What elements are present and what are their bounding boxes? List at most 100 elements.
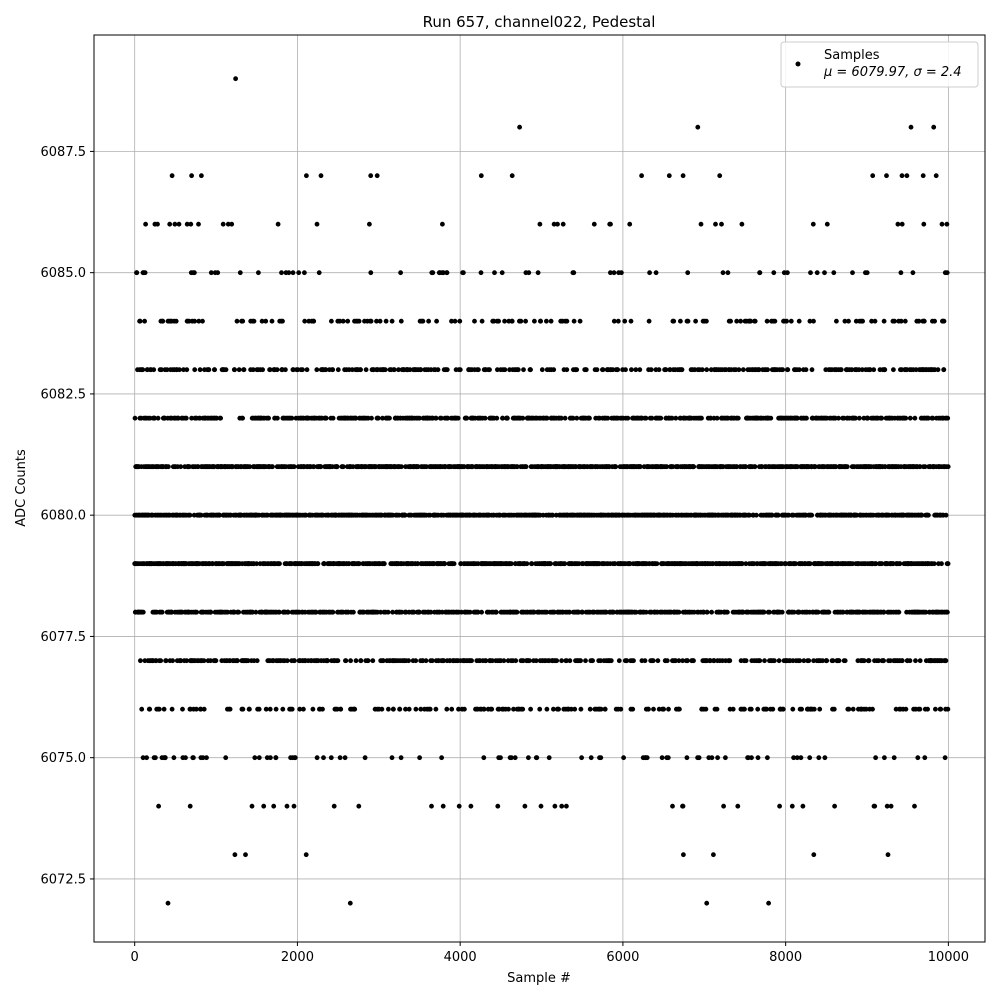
data-point [723,755,728,761]
data-point [562,561,568,567]
data-point [559,658,564,664]
data-point [334,464,340,470]
data-point [913,658,918,664]
data-point [673,415,679,421]
data-point [340,464,346,470]
data-point [290,270,296,276]
data-point [389,755,395,761]
data-point [531,609,537,615]
data-point [381,561,387,567]
data-point [385,609,391,615]
data-point [522,803,528,809]
data-point [302,318,308,324]
data-point [352,706,358,712]
data-point [513,658,519,664]
data-point [788,318,794,324]
data-point [318,464,324,470]
data-point [764,706,769,712]
data-point [899,221,905,227]
data-point [423,658,429,664]
data-point [676,658,682,664]
data-point [240,318,246,324]
data-point [140,609,146,615]
data-point [192,367,198,373]
data-point [144,755,150,761]
data-point [292,658,297,664]
data-point [642,658,648,664]
data-point [824,658,830,664]
data-point [907,658,913,664]
data-point [791,609,797,615]
data-point [321,755,326,761]
data-point [577,318,583,324]
data-point [292,755,298,761]
data-point [374,318,379,324]
data-point [196,221,201,227]
data-point [930,415,936,421]
data-point [872,318,878,324]
data-point [398,270,403,276]
data-point [625,415,631,421]
data-point [891,755,897,761]
data-point [644,755,650,761]
data-point [156,803,162,809]
data-point [494,415,500,421]
data-point [363,367,369,373]
data-point [142,318,148,324]
data-point [698,221,704,227]
data-point [280,318,285,324]
data-point [647,270,652,276]
data-point [365,415,371,421]
data-point [587,415,592,421]
data-point [268,755,273,761]
data-point [876,658,881,664]
data-point [693,318,698,324]
data-point [362,755,368,761]
data-point [495,367,500,373]
data-point [775,512,781,518]
data-point [532,318,537,324]
data-point [181,367,186,373]
data-point [237,270,243,276]
data-point [796,367,802,373]
data-point [863,706,869,712]
data-point [462,706,467,712]
data-point [797,658,803,664]
data-point [594,367,600,373]
data-point [846,706,852,712]
data-point [356,318,362,324]
data-point [871,367,877,373]
data-point [461,270,466,276]
data-point [866,658,872,664]
data-point [850,706,856,712]
data-point [291,803,297,809]
data-point [624,658,630,664]
data-point [580,609,585,615]
data-point [559,803,565,809]
data-point [314,755,320,761]
data-point [311,318,317,324]
data-point [402,512,408,518]
data-point [520,415,526,421]
data-point [771,270,777,276]
data-point [493,609,499,615]
data-point [587,706,593,712]
data-point [263,706,269,712]
data-point [383,318,389,324]
data-point [685,658,690,664]
data-point [770,706,776,712]
data-point [200,755,206,761]
data-point [834,318,839,324]
data-point [330,415,336,421]
data-point [743,464,748,470]
data-point [764,318,770,324]
data-point [356,803,362,809]
data-point [884,803,890,809]
data-point [701,609,706,615]
data-point [932,318,937,324]
data-point [619,270,624,276]
data-point [500,415,505,421]
data-point [882,755,887,761]
data-point [919,512,925,518]
data-point [896,609,902,615]
